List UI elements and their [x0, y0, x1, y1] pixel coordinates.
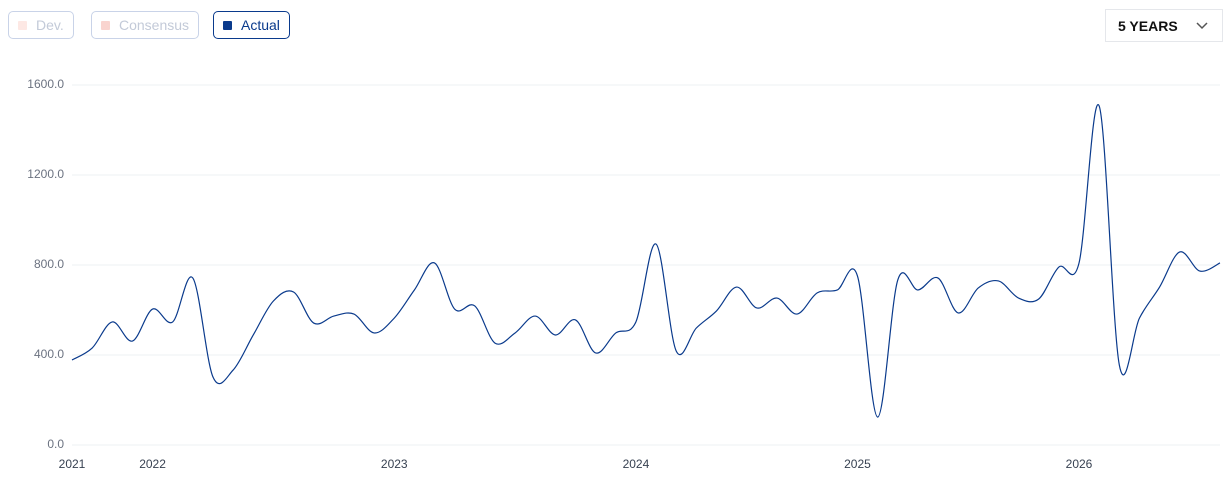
toggle-swatch: [223, 20, 232, 30]
toggle-label: Actual: [241, 17, 280, 33]
chevron: [1196, 22, 1208, 30]
toggle-label: Consensus: [119, 17, 190, 33]
series-toggle[interactable]: Consensus: [91, 11, 200, 39]
x-tick-label: 2025: [844, 457, 871, 471]
y-tick-label: 800.0: [34, 257, 64, 271]
x-tick-label: 2026: [1066, 457, 1093, 471]
range-label: 5 YEARS: [1118, 17, 1178, 34]
y-tick-label: 1600.0: [27, 77, 64, 91]
x-tick-label: 2024: [623, 457, 650, 471]
y-tick-label: 1200.0: [27, 167, 64, 181]
toggle-swatch: [18, 20, 27, 30]
range-dropdown[interactable]: 5 YEARS: [1105, 9, 1223, 42]
x-tick-label: 2023: [381, 457, 408, 471]
x-tick-label: 2021: [59, 457, 86, 471]
toggle-label: Dev.: [36, 17, 64, 33]
y-tick-label: 400.0: [34, 347, 64, 361]
series-toggle[interactable]: Dev.: [8, 11, 74, 39]
x-tick-label: 2022: [139, 457, 166, 471]
series-toggle[interactable]: Actual: [213, 11, 290, 39]
y-tick-label: 0.0: [47, 437, 64, 451]
toggle-swatch: [101, 20, 110, 30]
line-series: [71, 104, 1221, 418]
